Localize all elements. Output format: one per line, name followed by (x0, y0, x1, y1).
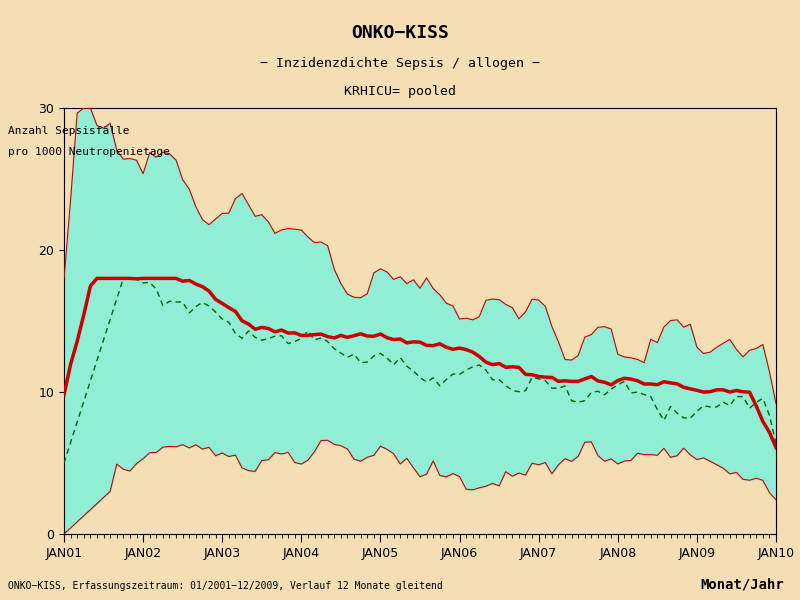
Text: pro 1000 Neutropenietage: pro 1000 Neutropenietage (8, 147, 170, 157)
Text: Anzahl Sepsisfälle: Anzahl Sepsisfälle (8, 126, 130, 136)
Text: Monat/Jahr: Monat/Jahr (700, 577, 784, 591)
Text: ONKO−KISS: ONKO−KISS (351, 24, 449, 42)
Text: − Inzidenzdichte Sepsis / allogen −: − Inzidenzdichte Sepsis / allogen − (260, 57, 540, 70)
Text: KRHICU= pooled: KRHICU= pooled (344, 85, 456, 98)
Text: ONKO−KISS, Erfassungszeitraum: 01/2001−12/2009, Verlauf 12 Monate gleitend: ONKO−KISS, Erfassungszeitraum: 01/2001−1… (8, 581, 442, 591)
